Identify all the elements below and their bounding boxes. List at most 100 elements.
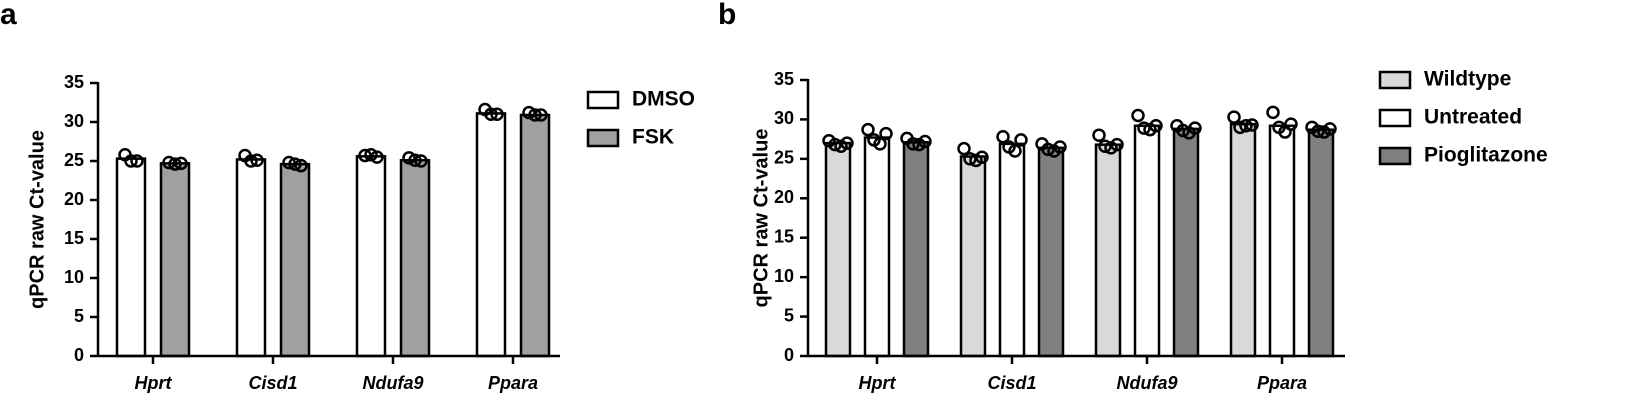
bar bbox=[235, 158, 267, 358]
bar bbox=[1133, 124, 1161, 358]
panel-label: a bbox=[0, 0, 17, 31]
data-point bbox=[1311, 124, 1325, 139]
bar bbox=[1229, 122, 1257, 358]
x-tick-label: Cisd1 bbox=[987, 373, 1036, 393]
y-tick-label: 5 bbox=[784, 305, 794, 325]
data-point bbox=[1233, 120, 1247, 135]
panel-label: b bbox=[718, 0, 736, 31]
data-point bbox=[1227, 110, 1241, 124]
y-tick-label: 35 bbox=[64, 72, 84, 92]
data-point bbox=[490, 107, 504, 121]
data-point bbox=[1284, 117, 1298, 131]
legend-label: DMSO bbox=[632, 88, 695, 111]
data-point bbox=[294, 158, 308, 173]
data-point bbox=[861, 122, 875, 137]
y-tick-label: 30 bbox=[774, 108, 794, 128]
y-tick-label: 15 bbox=[774, 226, 794, 246]
y-axis-title: qPCR raw Ct-value bbox=[750, 129, 772, 308]
bar bbox=[159, 162, 191, 358]
data-point bbox=[522, 105, 536, 120]
y-tick-label: 10 bbox=[64, 267, 84, 287]
data-point bbox=[1137, 121, 1151, 135]
data-point bbox=[1014, 133, 1028, 147]
data-point bbox=[1266, 105, 1280, 120]
data-point bbox=[1245, 118, 1259, 132]
legend-swatch bbox=[586, 128, 620, 148]
y-tick-label: 30 bbox=[64, 111, 84, 131]
bar bbox=[1268, 124, 1296, 358]
legend-swatch bbox=[1378, 108, 1412, 128]
data-point bbox=[402, 151, 416, 165]
data-point bbox=[288, 157, 302, 171]
data-point bbox=[414, 154, 428, 168]
legend-swatch bbox=[1378, 70, 1412, 90]
bar bbox=[355, 155, 387, 358]
legend-label: Untreated bbox=[1424, 106, 1522, 129]
y-tick-label: 35 bbox=[774, 69, 794, 89]
y-tick-label: 0 bbox=[784, 345, 794, 365]
data-point bbox=[244, 154, 258, 168]
data-point bbox=[534, 108, 548, 122]
legend-label: Pioglitazone bbox=[1424, 144, 1548, 167]
data-point bbox=[1188, 121, 1202, 135]
data-point bbox=[1239, 118, 1253, 133]
x-tick-label: Ppara bbox=[488, 373, 538, 393]
x-tick-label: Ppara bbox=[1257, 373, 1307, 393]
bar bbox=[279, 162, 311, 358]
bar bbox=[115, 157, 147, 358]
legend-label: Wildtype bbox=[1424, 68, 1511, 91]
x-tick-label: Hprt bbox=[859, 373, 897, 393]
bar bbox=[1037, 146, 1065, 358]
legend-label: FSK bbox=[632, 126, 674, 149]
data-point bbox=[484, 107, 498, 121]
data-point bbox=[1053, 140, 1067, 154]
y-axis-title: qPCR raw Ct-value bbox=[26, 130, 48, 309]
data-point bbox=[364, 148, 378, 162]
data-point bbox=[1131, 108, 1145, 123]
bar bbox=[1094, 143, 1122, 358]
data-point bbox=[1323, 122, 1337, 136]
data-point bbox=[996, 130, 1010, 144]
bar bbox=[863, 136, 891, 358]
y-tick-label: 0 bbox=[74, 345, 84, 365]
bar bbox=[902, 141, 930, 358]
x-tick-label: Hprt bbox=[135, 373, 173, 393]
data-point bbox=[1008, 144, 1022, 158]
data-point bbox=[528, 108, 542, 122]
data-point bbox=[370, 150, 384, 164]
y-tick-label: 5 bbox=[74, 306, 84, 326]
legend-swatch bbox=[586, 90, 620, 110]
data-point bbox=[957, 141, 971, 156]
bar bbox=[519, 113, 551, 358]
bar bbox=[399, 158, 431, 358]
y-tick-label: 10 bbox=[774, 266, 794, 286]
data-point bbox=[124, 154, 138, 168]
bar bbox=[824, 141, 852, 358]
y-tick-label: 25 bbox=[774, 148, 794, 168]
data-point bbox=[408, 153, 422, 167]
y-tick-label: 20 bbox=[64, 189, 84, 209]
data-point bbox=[918, 134, 932, 149]
data-point bbox=[1149, 118, 1163, 133]
data-point bbox=[1110, 137, 1124, 152]
data-point bbox=[873, 137, 887, 151]
data-point bbox=[250, 153, 264, 167]
y-tick-label: 20 bbox=[774, 187, 794, 207]
data-point bbox=[840, 136, 854, 150]
data-point bbox=[130, 154, 144, 168]
bar bbox=[998, 142, 1026, 358]
x-tick-label: Cisd1 bbox=[248, 373, 297, 393]
bar bbox=[475, 112, 507, 358]
data-point bbox=[975, 150, 989, 165]
data-point bbox=[174, 156, 188, 171]
bar bbox=[959, 155, 987, 358]
data-point bbox=[906, 137, 920, 151]
data-point bbox=[1041, 142, 1055, 157]
x-tick-label: Ndufa9 bbox=[362, 373, 423, 393]
data-point bbox=[282, 155, 296, 170]
data-point bbox=[1092, 128, 1106, 142]
data-point bbox=[879, 126, 893, 141]
x-tick-label: Ndufa9 bbox=[1116, 373, 1177, 393]
